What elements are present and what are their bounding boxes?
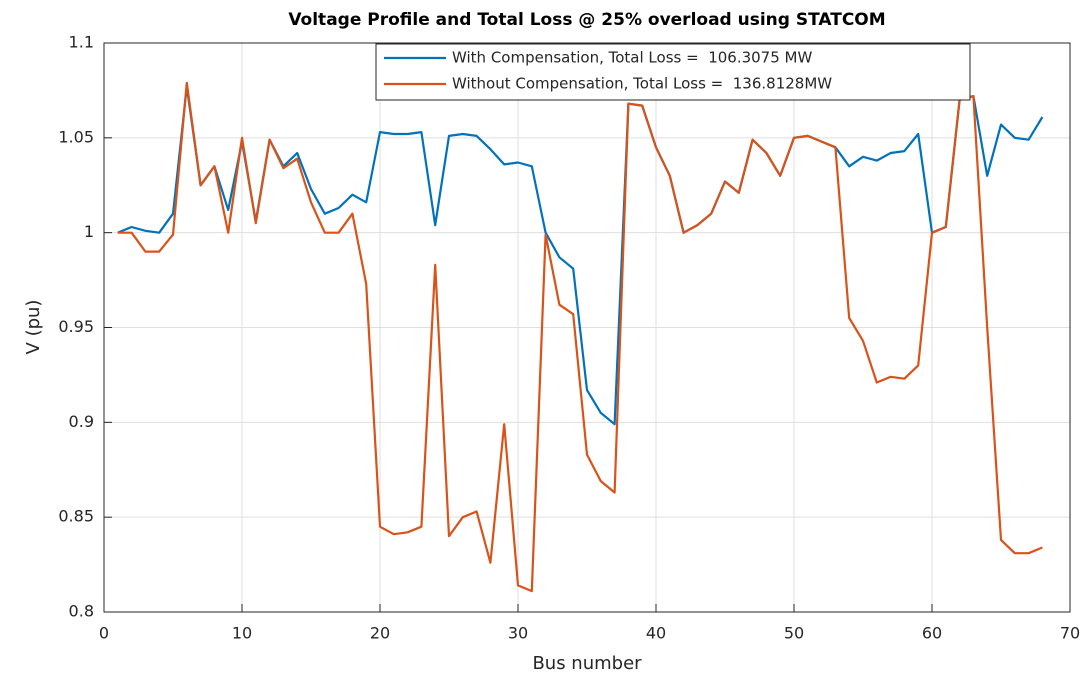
x-tick-label: 20 xyxy=(370,624,390,643)
y-tick-label: 1.1 xyxy=(69,33,94,52)
y-axis-label: V (pu) xyxy=(23,300,44,355)
x-axis-label: Bus number xyxy=(532,653,642,674)
legend: With Compensation, Total Loss = 106.3075… xyxy=(375,43,971,101)
y-tick-label: 0.8 xyxy=(69,602,94,621)
legend-box xyxy=(375,43,971,101)
chart-title: Voltage Profile and Total Loss @ 25% ove… xyxy=(288,10,885,30)
y-tick-label: 1 xyxy=(84,222,94,241)
plot-frame xyxy=(103,42,1071,613)
legend-label: With Compensation, Total Loss = 106.3075… xyxy=(452,49,812,67)
x-tick-label: 0 xyxy=(99,624,109,643)
x-tick-label: 10 xyxy=(232,624,252,643)
y-tick-label: 0.95 xyxy=(58,317,94,336)
x-tick-label: 50 xyxy=(784,624,804,643)
series-line xyxy=(117,81,1043,593)
x-tick-label: 30 xyxy=(508,624,528,643)
x-tick-label: 40 xyxy=(646,624,666,643)
y-tick-label: 0.85 xyxy=(58,507,94,526)
y-tick-label: 0.9 xyxy=(69,412,94,431)
legend-label: Without Compensation, Total Loss = 136.8… xyxy=(452,75,832,93)
x-tick-label: 60 xyxy=(922,624,942,643)
y-tick-label: 1.05 xyxy=(58,127,94,146)
x-tick-label: 70 xyxy=(1060,624,1080,643)
